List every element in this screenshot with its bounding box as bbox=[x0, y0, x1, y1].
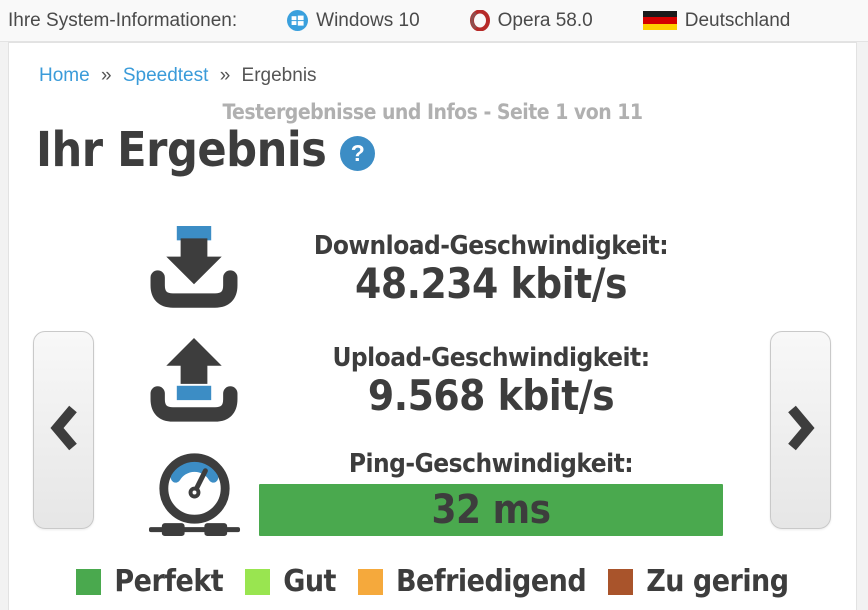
legend-item: Zu gering bbox=[608, 564, 789, 599]
page-title: Ihr Ergebnis bbox=[36, 122, 327, 178]
download-icon bbox=[139, 226, 249, 312]
legend-label: Gut bbox=[283, 564, 336, 599]
breadcrumb: Home » Speedtest » Ergebnis bbox=[39, 65, 856, 87]
breadcrumb-speedtest-link[interactable]: Speedtest bbox=[122, 65, 209, 86]
content-panel: Home » Speedtest » Ergebnis Testergebnis… bbox=[8, 42, 857, 610]
breadcrumb-current: Ergebnis bbox=[241, 65, 317, 86]
download-value: 48.234 kbit/s bbox=[355, 259, 627, 309]
download-label: Download-Geschwindigkeit: bbox=[313, 230, 669, 261]
country-info: Deutschland bbox=[642, 9, 791, 32]
ping-row: Ping-Geschwindigkeit: 32 ms bbox=[139, 437, 733, 549]
system-info-bar: Ihre System-Informationen: Windows 10 Op… bbox=[0, 0, 868, 42]
opera-icon bbox=[469, 10, 490, 31]
upload-value: 9.568 kbit/s bbox=[367, 371, 615, 421]
legend-swatch-perfekt bbox=[76, 569, 102, 595]
browser-name: Opera 58.0 bbox=[497, 9, 593, 31]
page-subtitle: Testergebnisse und Infos - Seite 1 von 1… bbox=[222, 100, 643, 124]
browser-info: Opera 58.0 bbox=[469, 9, 593, 32]
legend-swatch-gut bbox=[245, 569, 271, 595]
legend-label: Zu gering bbox=[646, 564, 789, 599]
chevron-right-icon bbox=[785, 403, 817, 458]
country-name: Deutschland bbox=[684, 9, 791, 31]
os-info: Windows 10 bbox=[287, 10, 420, 32]
chevron-left-icon bbox=[48, 403, 80, 458]
german-flag-icon bbox=[642, 10, 677, 31]
download-row: Download-Geschwindigkeit: 48.234 kbit/s bbox=[139, 213, 733, 325]
ping-bar: 32 ms bbox=[259, 483, 723, 536]
legend-label: Perfekt bbox=[114, 564, 224, 599]
breadcrumb-separator: » bbox=[219, 65, 231, 86]
legend-swatch-befriedigend bbox=[357, 569, 383, 595]
breadcrumb-home-link[interactable]: Home bbox=[39, 65, 90, 86]
breadcrumb-separator: » bbox=[100, 65, 112, 86]
carousel-next-button[interactable] bbox=[770, 331, 831, 529]
help-icon[interactable]: ? bbox=[340, 135, 376, 171]
upload-label: Upload-Geschwindigkeit: bbox=[332, 342, 650, 373]
legend-item: Befriedigend bbox=[357, 564, 587, 599]
system-info-label: Ihre System-Informationen: bbox=[8, 9, 238, 31]
windows-icon bbox=[287, 10, 309, 31]
legend-swatch-zu-gering bbox=[608, 569, 634, 595]
ping-quality-legend: Perfekt Gut Befriedigend Zu gering bbox=[9, 567, 856, 597]
results-panel: Download-Geschwindigkeit: 48.234 kbit/s … bbox=[139, 213, 733, 549]
legend-item: Gut bbox=[245, 567, 336, 597]
legend-label: Befriedigend bbox=[395, 564, 587, 599]
upload-row: Upload-Geschwindigkeit: 9.568 kbit/s bbox=[139, 325, 733, 437]
ping-label: Ping-Geschwindigkeit: bbox=[348, 449, 634, 480]
carousel-prev-button[interactable] bbox=[33, 331, 94, 529]
os-name: Windows 10 bbox=[316, 9, 420, 31]
ping-value: 32 ms bbox=[431, 486, 551, 533]
upload-icon bbox=[139, 338, 249, 424]
gauge-icon bbox=[139, 447, 249, 540]
legend-item: Perfekt bbox=[76, 564, 224, 599]
